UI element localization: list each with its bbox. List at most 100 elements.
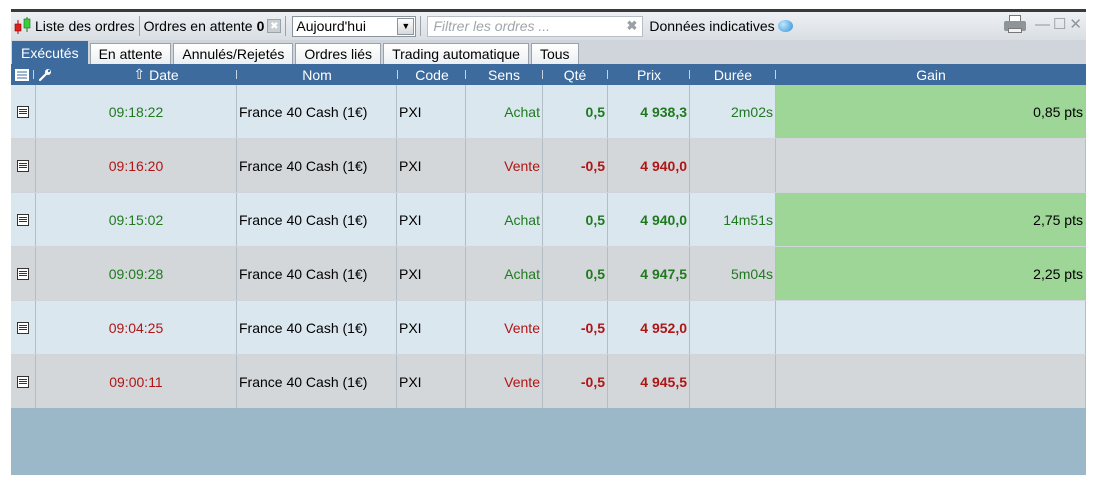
table-row[interactable]: 09:00:11 France 40 Cash (1€) PXI Vente -… bbox=[11, 355, 1086, 408]
filter-orders-input[interactable]: Filtrer les ordres ... ✖ bbox=[427, 15, 644, 37]
printer-icon[interactable] bbox=[1003, 15, 1026, 33]
table-row[interactable]: 09:18:22 France 40 Cash (1€) PXI Achat 0… bbox=[11, 85, 1086, 138]
order-code: PXI bbox=[397, 139, 466, 192]
order-price: 4 945,5 bbox=[608, 355, 690, 408]
tab-executes[interactable]: Exécutés bbox=[12, 41, 88, 64]
table-row[interactable]: 09:15:02 France 40 Cash (1€) PXI Achat 0… bbox=[11, 193, 1086, 246]
order-side: Vente bbox=[466, 301, 543, 354]
order-name: France 40 Cash (1€) bbox=[237, 85, 397, 138]
orders-window: Liste des ordres Ordres en attente 0 ✖ A… bbox=[11, 9, 1086, 475]
order-detail-icon[interactable] bbox=[11, 247, 36, 300]
indicative-data-notice: Données indicatives bbox=[649, 12, 793, 40]
column-header-gain[interactable]: Gain bbox=[916, 66, 946, 83]
order-price: 4 940,0 bbox=[608, 139, 690, 192]
order-detail-icon[interactable] bbox=[11, 301, 36, 354]
order-code: PXI bbox=[397, 193, 466, 246]
sort-up-icon: ⇧ bbox=[133, 66, 146, 82]
column-header-side[interactable]: Sens bbox=[488, 66, 520, 83]
clear-pending-icon[interactable]: ✖ bbox=[267, 19, 282, 33]
info-bubble-icon[interactable] bbox=[777, 20, 793, 32]
order-gain: 2,25 pts bbox=[776, 247, 1086, 300]
order-detail-icon[interactable] bbox=[11, 193, 36, 246]
column-header-date-label: Date bbox=[149, 66, 179, 83]
order-price: 4 952,0 bbox=[608, 301, 690, 354]
order-detail-icon[interactable] bbox=[11, 85, 36, 138]
toolbar: Liste des ordres Ordres en attente 0 ✖ A… bbox=[11, 12, 1086, 40]
order-time: 09:09:28 bbox=[36, 247, 237, 300]
dropdown-arrow-icon[interactable]: ▼ bbox=[397, 17, 415, 35]
filter-placeholder: Filtrer les ordres ... bbox=[433, 18, 551, 34]
order-gain bbox=[776, 301, 1086, 354]
indicative-data-label: Données indicatives bbox=[649, 18, 775, 34]
column-header-name[interactable]: Nom bbox=[302, 66, 332, 83]
order-code: PXI bbox=[397, 247, 466, 300]
order-duration bbox=[690, 301, 776, 354]
order-detail-icon[interactable] bbox=[11, 355, 36, 408]
toolbar-divider bbox=[138, 16, 140, 36]
orders-list-button[interactable]: Liste des ordres bbox=[11, 12, 135, 40]
order-name: France 40 Cash (1€) bbox=[237, 247, 397, 300]
table-empty-area bbox=[11, 408, 1086, 475]
pending-orders-indicator[interactable]: Ordres en attente 0 ✖ bbox=[144, 12, 282, 40]
toolbar-divider bbox=[285, 16, 287, 36]
order-side: Achat bbox=[466, 193, 543, 246]
order-name: France 40 Cash (1€) bbox=[237, 193, 397, 246]
table-row[interactable]: 09:16:20 France 40 Cash (1€) PXI Vente -… bbox=[11, 139, 1086, 192]
period-select[interactable]: Aujourd'hui ▼ bbox=[292, 15, 417, 37]
order-name: France 40 Cash (1€) bbox=[237, 139, 397, 192]
order-side: Vente bbox=[466, 139, 543, 192]
order-duration: 2m02s bbox=[690, 85, 776, 138]
order-side: Achat bbox=[466, 247, 543, 300]
table-row[interactable]: 09:09:28 France 40 Cash (1€) PXI Achat 0… bbox=[11, 247, 1086, 300]
minimize-icon[interactable]: — bbox=[1034, 15, 1050, 33]
order-time: 09:18:22 bbox=[36, 85, 237, 138]
order-time: 09:00:11 bbox=[36, 355, 237, 408]
window-controls: — ☐ ✕ bbox=[1003, 15, 1082, 33]
order-code: PXI bbox=[397, 85, 466, 138]
pending-orders-count: 0 bbox=[256, 18, 265, 34]
order-qty: 0,5 bbox=[543, 85, 608, 138]
column-header-qty[interactable]: Qté bbox=[563, 66, 587, 83]
clear-filter-icon[interactable]: ✖ bbox=[626, 18, 638, 33]
order-duration bbox=[690, 139, 776, 192]
order-qty: 0,5 bbox=[543, 193, 608, 246]
order-side: Vente bbox=[466, 355, 543, 408]
order-duration bbox=[690, 355, 776, 408]
column-header-duration[interactable]: Durée bbox=[713, 66, 753, 83]
wrench-icon[interactable] bbox=[36, 64, 54, 85]
order-side: Achat bbox=[466, 85, 543, 138]
order-duration: 5m04s bbox=[690, 247, 776, 300]
pending-orders-label: Ordres en attente bbox=[143, 18, 253, 34]
order-price: 4 938,3 bbox=[608, 85, 690, 138]
column-header-code[interactable]: Code bbox=[415, 66, 449, 83]
order-code: PXI bbox=[397, 355, 466, 408]
order-qty: 0,5 bbox=[543, 247, 608, 300]
tab-ordres-lies[interactable]: Ordres liés bbox=[295, 43, 382, 64]
order-tabs: Exécutés En attente Annulés/Rejetés Ordr… bbox=[11, 40, 1086, 64]
table-row[interactable]: 09:04:25 France 40 Cash (1€) PXI Vente -… bbox=[11, 301, 1086, 354]
order-code: PXI bbox=[397, 301, 466, 354]
tab-trading-automatique[interactable]: Trading automatique bbox=[383, 43, 529, 64]
column-header-price[interactable]: Prix bbox=[636, 66, 662, 83]
close-icon[interactable]: ✕ bbox=[1069, 16, 1082, 33]
order-time: 09:04:25 bbox=[36, 301, 237, 354]
period-select-value: Aujourd'hui bbox=[296, 18, 366, 34]
order-qty: -0,5 bbox=[543, 139, 608, 192]
order-time: 09:15:02 bbox=[36, 193, 237, 246]
order-price: 4 940,0 bbox=[608, 193, 690, 246]
order-qty: -0,5 bbox=[543, 355, 608, 408]
order-qty: -0,5 bbox=[543, 301, 608, 354]
order-detail-icon[interactable] bbox=[11, 139, 36, 192]
maximize-icon[interactable]: ☐ bbox=[1052, 16, 1067, 33]
tab-annules-rejetes[interactable]: Annulés/Rejetés bbox=[173, 43, 294, 64]
order-name: France 40 Cash (1€) bbox=[237, 355, 397, 408]
tab-tous[interactable]: Tous bbox=[530, 43, 579, 64]
tab-en-attente[interactable]: En attente bbox=[89, 43, 172, 64]
column-header-date[interactable]: ⇧ Date bbox=[71, 64, 241, 85]
order-gain: 2,75 pts bbox=[776, 193, 1086, 246]
toolbar-divider bbox=[420, 16, 422, 36]
order-gain bbox=[776, 355, 1086, 408]
grid-header: ⇧ Date Nom Code Sens Qté Prix Durée Gain bbox=[11, 64, 1086, 85]
columns-icon[interactable] bbox=[13, 64, 31, 85]
orders-list-label: Liste des ordres bbox=[35, 18, 135, 34]
